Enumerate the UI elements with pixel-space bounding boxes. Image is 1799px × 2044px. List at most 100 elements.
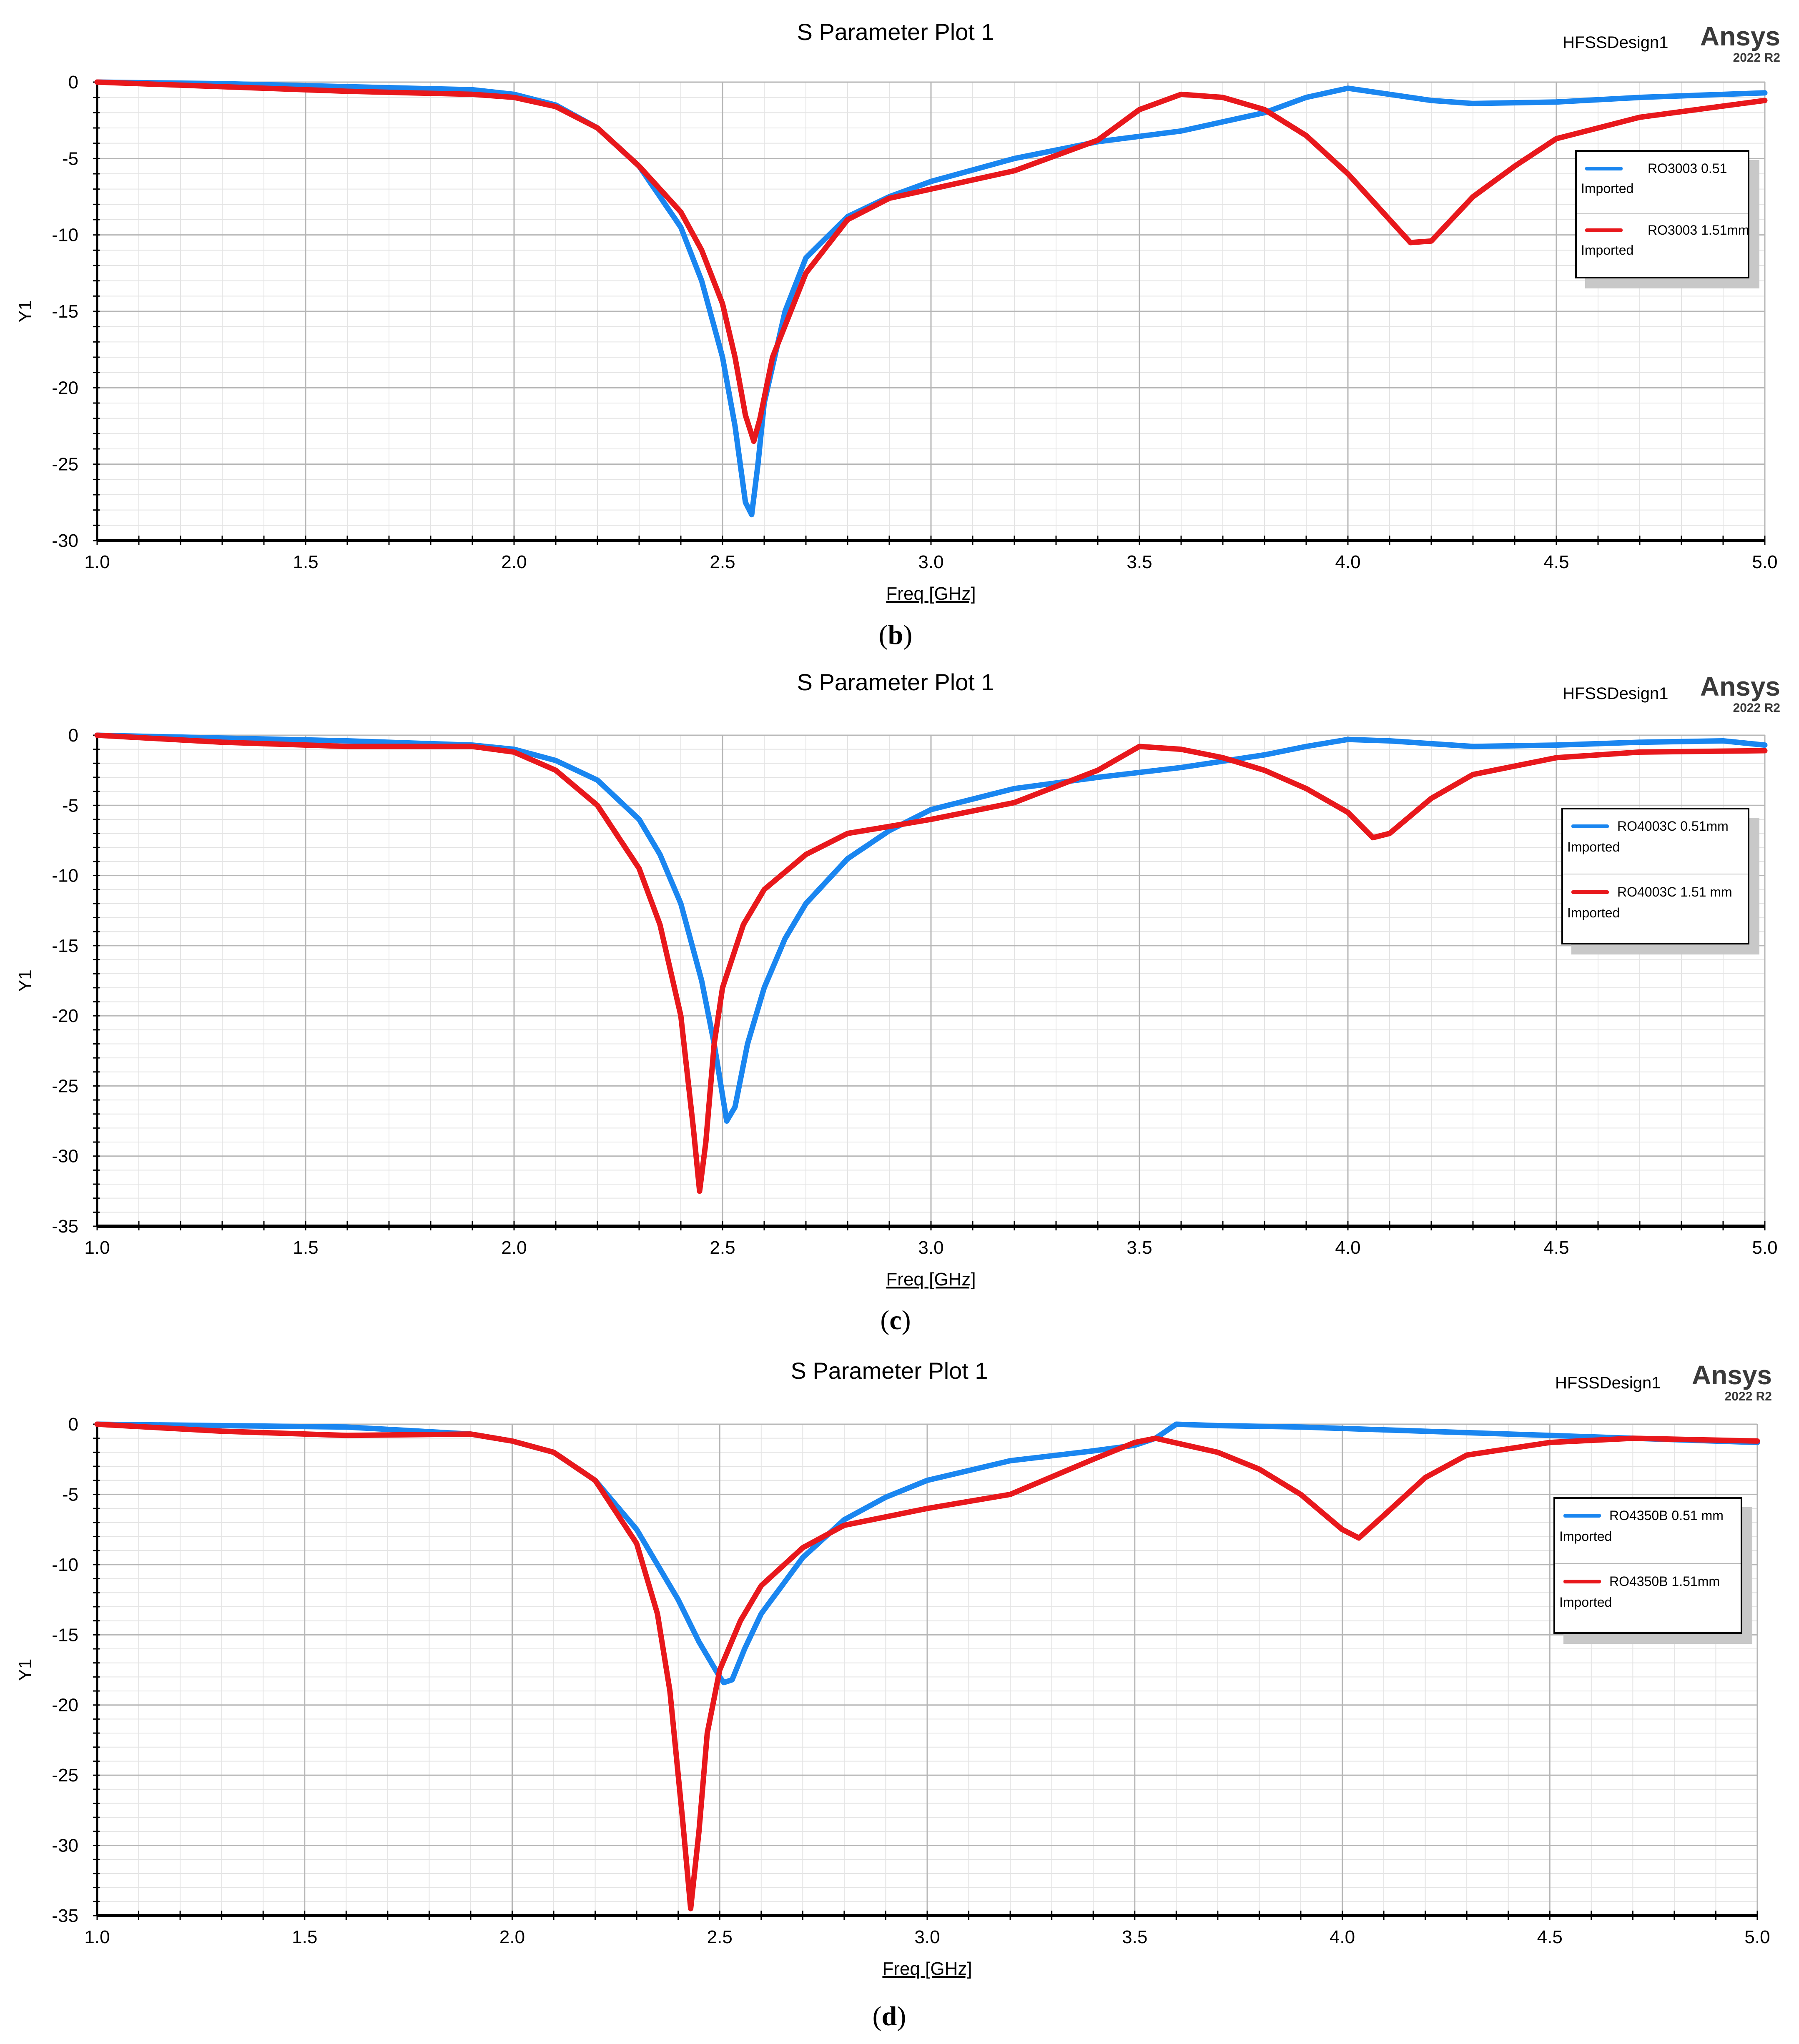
- y-tick-label: -10: [52, 1555, 78, 1575]
- x-tick-label: 4.0: [1335, 1237, 1360, 1258]
- x-tick-label: 1.5: [292, 1927, 317, 1947]
- legend-label: RO4003C 1.51 mm: [1617, 884, 1732, 899]
- y-axis-label: Y1: [15, 969, 35, 992]
- y-tick-label: -30: [52, 531, 78, 551]
- legend: RO4350B 0.51 mm Imported RO4350B 1.51mm …: [1553, 1497, 1742, 1634]
- ansys-logo: Ansys: [1691, 1360, 1772, 1390]
- y-tick-label: -35: [52, 1216, 78, 1237]
- x-tick-label: 5.0: [1744, 1927, 1770, 1947]
- ansys-version: 2022 R2: [1733, 701, 1780, 715]
- design-name: HFSSDesign1: [1563, 33, 1669, 52]
- series-line-2: [94, 732, 1768, 1194]
- chart-panel-c: S Parameter Plot 1 HFSSDesign1 Ansys 202…: [0, 663, 1799, 1355]
- y-tick-label: 0: [68, 1414, 78, 1435]
- x-tick-label: 2.0: [499, 1927, 525, 1947]
- y-tick-label: -20: [52, 1006, 78, 1026]
- design-name: HFSSDesign1: [1555, 1374, 1661, 1392]
- legend-sublabel: Imported: [1581, 243, 1634, 258]
- plot-area: 1.0 1.5 2.0 2.5 3.0 3.5 4.0 4.5 5.0 0 -5 -10 -15 -20 -…: [15, 1414, 1770, 1979]
- series-line-1: [94, 732, 1768, 1124]
- y-tick-label: -15: [52, 1625, 78, 1645]
- chart-panel-d: S Parameter Plot 1 HFSSDesign1 Ansys 202…: [0, 1355, 1799, 2044]
- x-tick-label: 1.0: [84, 1237, 110, 1258]
- plot-area: 1.0 1.5 2.0 2.5 3.0 3.5 4.0 4.5 5.0 0 -5 -10 -15 -20 -…: [15, 725, 1778, 1290]
- x-tick-label: 3.0: [914, 1927, 940, 1947]
- legend-sublabel: Imported: [1559, 1529, 1612, 1544]
- design-name: HFSSDesign1: [1563, 684, 1669, 703]
- x-axis-label: Freq [GHz]: [882, 1959, 972, 1979]
- legend-swatch: [1585, 228, 1623, 232]
- caption-letter: c: [889, 1305, 902, 1335]
- y-tick-label: -30: [52, 1836, 78, 1856]
- legend-separator: [1577, 213, 1748, 214]
- y-tick-label: -10: [52, 225, 78, 245]
- y-tick-label: -5: [62, 1484, 78, 1505]
- legend-separator: [1555, 1563, 1741, 1564]
- y-tick-label: -25: [52, 454, 78, 475]
- y-tick-label: -25: [52, 1765, 78, 1786]
- legend-sublabel: Imported: [1559, 1595, 1612, 1610]
- legend-swatch: [1563, 1580, 1601, 1583]
- figure-caption: (b): [878, 620, 913, 650]
- chart-panel-b: S Parameter Plot 1 HFSSDesign1 Ansys 202…: [0, 0, 1799, 663]
- legend-sublabel: Imported: [1567, 905, 1620, 920]
- caption-letter: b: [888, 620, 903, 650]
- x-tick-label: 4.0: [1330, 1927, 1355, 1947]
- x-axis-label: Freq [GHz]: [886, 1269, 976, 1290]
- x-tick-label: 4.5: [1537, 1927, 1563, 1947]
- x-tick-label: 2.5: [710, 552, 735, 572]
- y-tick-label: 0: [68, 72, 78, 93]
- caption-letter: d: [881, 2001, 897, 2031]
- series-line-2: [94, 79, 1768, 444]
- x-tick-label: 5.0: [1752, 552, 1777, 572]
- chart-title: S Parameter Plot 1: [797, 669, 994, 695]
- y-axis-label: Y1: [15, 300, 35, 323]
- series-line-2: [94, 1421, 1760, 1911]
- y-axis-label: Y1: [15, 1659, 35, 1681]
- y-tick-label: -20: [52, 1695, 78, 1716]
- plot-area: 1.0 1.5 2.0 2.5 3.0 3.5 4.0 4.5 5.0 0 -5 -10 -15 -20 -…: [15, 72, 1778, 604]
- x-axis-label: Freq [GHz]: [886, 584, 976, 604]
- y-tick-label: -15: [52, 301, 78, 322]
- x-tick-label: 2.0: [501, 1237, 527, 1258]
- y-tick-label: 0: [68, 725, 78, 746]
- x-tick-label: 4.0: [1335, 552, 1360, 572]
- figure-caption: (d): [872, 2001, 906, 2031]
- x-tick-label: 3.5: [1127, 552, 1152, 572]
- legend-label: RO4003C 0.51mm: [1617, 819, 1729, 834]
- y-tick-label: -10: [52, 866, 78, 886]
- ansys-version: 2022 R2: [1724, 1390, 1772, 1403]
- y-tick-label: -25: [52, 1076, 78, 1096]
- chart-title: S Parameter Plot 1: [797, 19, 994, 45]
- ansys-logo: Ansys: [1700, 671, 1780, 701]
- y-tick-label: -5: [62, 148, 78, 169]
- legend: RO4003C 0.51mm Imported RO4003C 1.51 mm …: [1561, 808, 1749, 944]
- ansys-version: 2022 R2: [1733, 51, 1780, 65]
- legend-swatch: [1571, 824, 1609, 828]
- x-tick-label: 3.5: [1122, 1927, 1147, 1947]
- legend-sublabel: Imported: [1581, 181, 1634, 196]
- x-tick-label: 3.0: [918, 1237, 943, 1258]
- legend-swatch: [1571, 890, 1609, 894]
- ansys-logo: Ansys: [1700, 21, 1780, 51]
- legend-swatch: [1563, 1514, 1601, 1518]
- x-tick-label: 1.0: [84, 552, 110, 572]
- y-tick-label: -20: [52, 378, 78, 398]
- figure-caption: (c): [880, 1305, 911, 1335]
- legend-label: RO3003 0.51: [1648, 161, 1727, 176]
- x-tick-label: 2.5: [707, 1927, 733, 1947]
- legend: RO3003 0.51 Imported RO3003 1.51mm Impor…: [1575, 150, 1749, 278]
- y-tick-label: -35: [52, 1906, 78, 1926]
- x-tick-label: 2.0: [501, 552, 527, 572]
- y-tick-label: -15: [52, 936, 78, 956]
- x-tick-label: 2.5: [710, 1237, 735, 1258]
- x-tick-label: 3.5: [1127, 1237, 1152, 1258]
- x-tick-label: 1.5: [293, 552, 318, 572]
- x-tick-label: 4.5: [1543, 1237, 1569, 1258]
- y-tick-label: -5: [62, 795, 78, 816]
- x-tick-label: 5.0: [1752, 1237, 1777, 1258]
- legend-label: RO3003 1.51mm: [1648, 223, 1749, 238]
- x-tick-label: 4.5: [1543, 552, 1569, 572]
- legend-swatch: [1585, 167, 1623, 170]
- legend-sublabel: Imported: [1567, 839, 1620, 854]
